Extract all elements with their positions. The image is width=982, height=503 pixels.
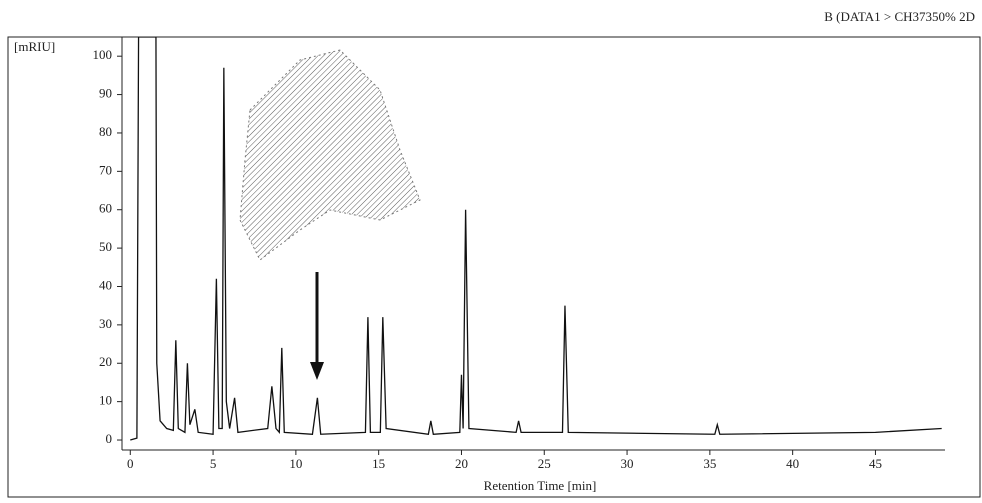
- x-tick-label: 30: [621, 456, 634, 471]
- x-tick-label: 0: [127, 456, 134, 471]
- y-tick-label: 40: [99, 277, 112, 292]
- x-tick-label: 10: [289, 456, 302, 471]
- y-tick-label: 0: [106, 431, 113, 446]
- molecule-image: [239, 49, 421, 261]
- header: B (DATA1 > CH37350% 2D: [824, 9, 975, 24]
- y-tick-label: 70: [99, 162, 112, 177]
- trace: [130, 37, 942, 441]
- x-tick-label: 25: [538, 456, 551, 471]
- x-label: Retention Time [min]: [484, 478, 597, 493]
- arrow-head: [310, 362, 324, 380]
- x-tick-label: 40: [786, 456, 799, 471]
- y-tick-label: 10: [99, 393, 112, 408]
- y-tick-label: 80: [99, 124, 112, 139]
- y-tick-label: 30: [99, 316, 112, 331]
- y-tick-label: 50: [99, 239, 112, 254]
- y-tick-label: 100: [93, 47, 113, 62]
- y-label: [mRIU]: [14, 39, 55, 54]
- frame: [7, 36, 981, 498]
- x-tick-label: 35: [703, 456, 716, 471]
- x-tick-label: 15: [372, 456, 385, 471]
- x-tick-label: 5: [210, 456, 217, 471]
- x-tick-label: 20: [455, 456, 468, 471]
- y-tick-label: 90: [99, 86, 112, 101]
- y-tick-label: 60: [99, 201, 112, 216]
- y-tick-label: 20: [99, 354, 112, 369]
- x-tick-label: 45: [869, 456, 882, 471]
